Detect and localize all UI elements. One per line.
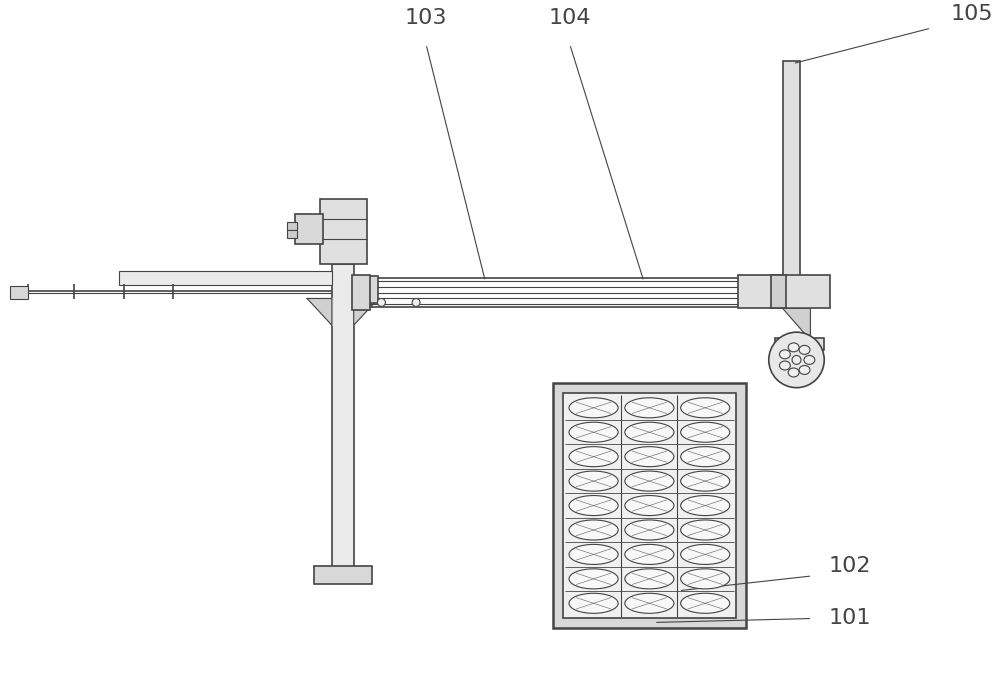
Bar: [775, 338, 824, 350]
Bar: [738, 274, 830, 308]
Polygon shape: [307, 298, 332, 326]
Text: 102: 102: [828, 556, 871, 576]
Text: 101: 101: [828, 609, 871, 629]
Bar: [287, 230, 297, 238]
Ellipse shape: [681, 544, 730, 565]
Bar: [320, 200, 367, 264]
Ellipse shape: [681, 471, 730, 491]
Polygon shape: [354, 298, 378, 326]
Ellipse shape: [799, 345, 810, 354]
Bar: [287, 222, 297, 230]
Bar: [367, 276, 378, 304]
Ellipse shape: [681, 398, 730, 418]
Ellipse shape: [569, 569, 618, 589]
Ellipse shape: [681, 496, 730, 516]
Bar: [332, 264, 354, 576]
Ellipse shape: [625, 569, 674, 589]
Bar: [553, 383, 746, 629]
Ellipse shape: [625, 447, 674, 466]
Ellipse shape: [625, 496, 674, 516]
Ellipse shape: [569, 447, 618, 466]
Ellipse shape: [792, 355, 801, 364]
Ellipse shape: [569, 422, 618, 442]
Bar: [352, 274, 370, 311]
Bar: [771, 274, 786, 308]
Ellipse shape: [569, 520, 618, 540]
Ellipse shape: [788, 368, 799, 377]
Bar: [783, 61, 800, 308]
Polygon shape: [783, 308, 810, 340]
Text: 104: 104: [548, 8, 591, 28]
Ellipse shape: [681, 422, 730, 442]
Circle shape: [769, 332, 824, 387]
Ellipse shape: [788, 343, 799, 352]
Ellipse shape: [569, 593, 618, 614]
Ellipse shape: [625, 422, 674, 442]
Ellipse shape: [569, 544, 618, 565]
Ellipse shape: [681, 447, 730, 466]
Ellipse shape: [569, 496, 618, 516]
Bar: [10, 285, 28, 300]
Ellipse shape: [779, 361, 790, 370]
Ellipse shape: [681, 569, 730, 589]
Ellipse shape: [569, 471, 618, 491]
Text: 103: 103: [405, 8, 447, 28]
Ellipse shape: [799, 366, 810, 375]
Ellipse shape: [625, 398, 674, 418]
Circle shape: [412, 298, 420, 306]
Ellipse shape: [625, 471, 674, 491]
Ellipse shape: [569, 398, 618, 418]
Ellipse shape: [625, 520, 674, 540]
Bar: [314, 566, 372, 584]
Ellipse shape: [779, 350, 790, 359]
Ellipse shape: [681, 520, 730, 540]
Bar: [295, 215, 323, 244]
Ellipse shape: [804, 355, 815, 364]
Circle shape: [377, 298, 385, 306]
Ellipse shape: [681, 593, 730, 614]
Ellipse shape: [625, 544, 674, 565]
Text: 105: 105: [951, 4, 994, 24]
Bar: [119, 271, 332, 285]
Bar: [563, 393, 736, 618]
Ellipse shape: [625, 593, 674, 614]
